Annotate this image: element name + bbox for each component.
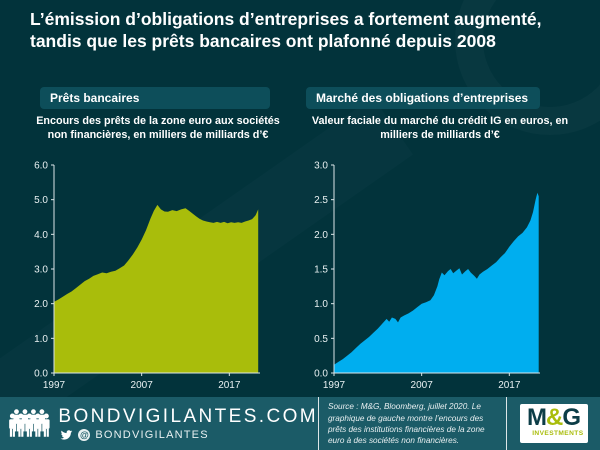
svg-text:0.5: 0.5 [314, 334, 328, 345]
loans-chart-header-badge: Prêts bancaires [40, 87, 270, 109]
mg-logo-ampersand: & [545, 404, 563, 431]
svg-text:0.0: 0.0 [314, 369, 328, 380]
loans-area-chart: 0.0 1.0 2.0 3.0 4.0 5.0 6.0 1997 2007 2017 [34, 161, 260, 391]
svg-text:0.0: 0.0 [34, 369, 48, 380]
svg-text:1997: 1997 [323, 380, 346, 391]
svg-text:3.0: 3.0 [314, 161, 328, 172]
bonds-chart-subtitle: Valeur faciale du marché du crédit IG en… [311, 115, 569, 141]
svg-text:2.0: 2.0 [34, 299, 48, 310]
mg-logo-g: G [562, 404, 581, 431]
svg-text:4.0: 4.0 [34, 230, 48, 241]
svg-text:5.0: 5.0 [34, 195, 48, 206]
page-title: L’émission d’obligations d’entreprises a… [30, 9, 542, 51]
svg-text:1.5: 1.5 [314, 265, 328, 276]
svg-text:2017: 2017 [218, 380, 241, 391]
bonds-chart-header-badge: Marché des obligations d’entreprises [306, 87, 540, 109]
mg-logo-word: M&G [524, 405, 584, 431]
loans-chart-panel: Prêts bancaires Encours des prêts de la … [24, 87, 292, 397]
mg-logo-m: M [526, 404, 547, 431]
svg-text:1.0: 1.0 [34, 334, 48, 345]
bonds-area-chart: 0.0 0.5 1.0 1.5 2.0 2.5 3.0 1997 2007 2017 [314, 161, 540, 391]
source-note-text: Source : M&G, Bloomberg, juillet 2020. L… [328, 402, 485, 446]
at-icon: @ [78, 429, 91, 441]
svg-text:1997: 1997 [43, 380, 66, 391]
svg-text:2.0: 2.0 [314, 230, 328, 241]
svg-text:2007: 2007 [411, 380, 434, 391]
mg-logo-investments-label: INVESTMENTS [532, 430, 584, 437]
loans-chart-subtitle: Encours des prêts de la zone euro aux so… [36, 115, 280, 141]
brand-social-row: @ BONDVIGILANTES [60, 429, 318, 441]
source-note: Source : M&G, Bloomberg, juillet 2020. L… [318, 397, 507, 450]
people-crowd-icon [9, 408, 50, 437]
svg-text:1.0: 1.0 [314, 299, 328, 310]
brand-site-url: BONDVIGILANTES.COM [58, 406, 318, 427]
svg-text:2.5: 2.5 [314, 195, 328, 206]
svg-text:3.0: 3.0 [34, 265, 48, 276]
twitter-bird-icon [60, 429, 73, 440]
svg-text:2007: 2007 [131, 380, 154, 391]
mg-investments-logo: M&G INVESTMENTS [519, 404, 588, 443]
brand-twitter-handle: BONDVIGILANTES [95, 429, 209, 441]
footer: BONDVIGILANTES.COM @ BONDVIGILANTES Sour… [0, 397, 600, 450]
footer-brand-section: BONDVIGILANTES.COM @ BONDVIGILANTES [0, 397, 318, 450]
footer-logo-section: M&G INVESTMENTS [507, 397, 600, 450]
brand-text: BONDVIGILANTES.COM @ BONDVIGILANTES [58, 406, 318, 441]
svg-text:6.0: 6.0 [34, 161, 48, 172]
svg-text:2017: 2017 [498, 380, 521, 391]
bonds-chart-panel: Marché des obligations d’entreprises Val… [304, 87, 576, 397]
